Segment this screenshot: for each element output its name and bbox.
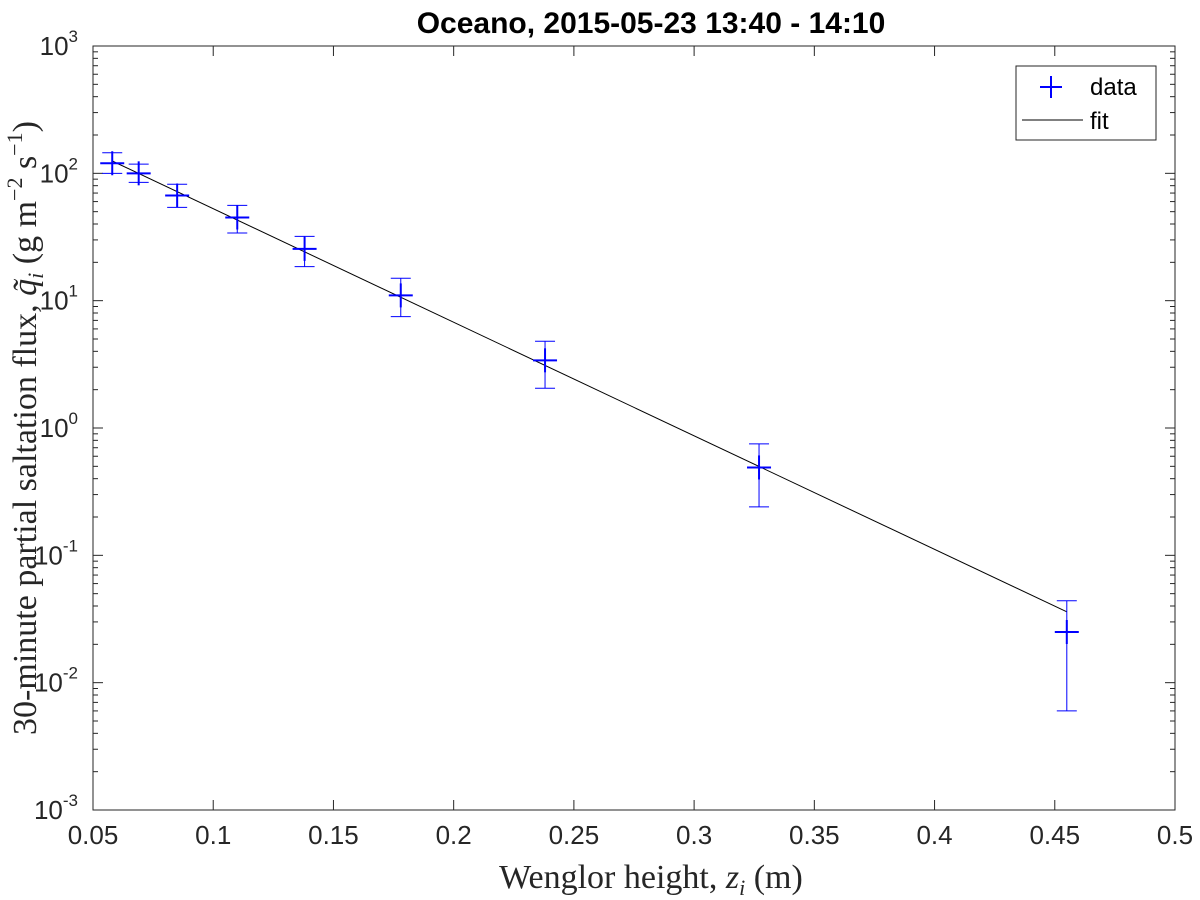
data-layer xyxy=(100,151,1079,712)
x-tick-label: 0.15 xyxy=(308,820,359,850)
y-tick-label: 103 xyxy=(40,27,78,61)
legend-entry-data: data xyxy=(1090,74,1137,101)
x-tick-label: 0.25 xyxy=(549,820,600,850)
y-tick-label: 100 xyxy=(40,409,78,443)
y-axis-label: 30-minute partial saltation flux, q̃i (g… xyxy=(2,121,48,735)
y-tick-label: 10-3 xyxy=(34,791,78,825)
data-point xyxy=(533,340,558,389)
data-point xyxy=(165,183,190,208)
x-tick-label: 0.3 xyxy=(676,820,712,850)
data-point xyxy=(126,161,151,186)
legend-box xyxy=(1015,65,1157,141)
data-point xyxy=(292,235,317,268)
data-point xyxy=(225,204,250,234)
x-tick-label: 0.1 xyxy=(195,820,231,850)
chart-title: Oceano, 2015-05-23 13:40 - 14:10 xyxy=(417,7,886,40)
y-tick-label: 10-2 xyxy=(34,664,78,698)
data-point xyxy=(388,277,413,318)
fit-line xyxy=(112,160,1068,613)
fit-layer xyxy=(112,160,1068,613)
y-tick-label: 10-1 xyxy=(34,536,78,570)
legend: data fit xyxy=(1015,65,1157,141)
legend-entry-fit: fit xyxy=(1090,108,1109,135)
data-point xyxy=(100,151,125,176)
x-tick-label: 0.4 xyxy=(916,820,952,850)
data-point xyxy=(747,443,772,508)
legend-data-marker xyxy=(1040,76,1062,98)
x-axis-label: Wenglor height, zi (m) xyxy=(499,859,803,900)
axis-ticks: 0.05 0.1 0.15 0.2 0.25 0.3 0.35 0.4 0.45 0.5 10-3 1… xyxy=(34,27,1193,850)
x-tick-label: 0.05 xyxy=(68,820,119,850)
y-tick-label: 102 xyxy=(40,154,78,188)
x-tick-label: 0.2 xyxy=(436,820,472,850)
data-point xyxy=(1054,600,1079,712)
plot-area xyxy=(92,45,1176,811)
y-tick-label: 101 xyxy=(40,282,78,316)
x-tick-label: 0.35 xyxy=(789,820,840,850)
x-tick-label: 0.5 xyxy=(1157,820,1193,850)
x-tick-label: 0.45 xyxy=(1029,820,1080,850)
